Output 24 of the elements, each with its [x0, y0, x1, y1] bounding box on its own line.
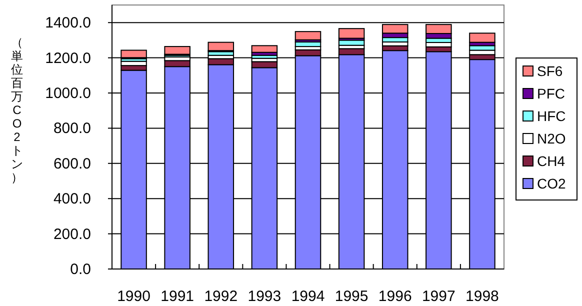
- y-tick-label: 200.0: [53, 226, 91, 243]
- x-tick-label: 1995: [334, 288, 368, 305]
- x-tick-label: 1994: [291, 288, 325, 305]
- legend-label: CH4: [537, 153, 566, 169]
- y-tick-label: 1200.0: [45, 50, 91, 67]
- y-tick-label: 800.0: [53, 120, 91, 138]
- x-tick-label: 1997: [422, 288, 456, 305]
- y-tick-label: 1400.0: [45, 14, 91, 32]
- x-tick-label: 1990: [117, 288, 150, 305]
- y-tick-label: 400.0: [53, 190, 91, 208]
- y-tick-label: 0.0: [70, 261, 91, 278]
- x-tick-label: 1993: [248, 288, 282, 305]
- y-tick-label: 600.0: [53, 155, 91, 172]
- x-tick-label: 1996: [378, 288, 412, 305]
- legend-label: HFC: [537, 108, 566, 124]
- legend-label: SF6: [537, 63, 563, 79]
- legend-label: CO2: [537, 176, 566, 192]
- x-tick-label: 1998: [466, 288, 499, 305]
- legend-label: N2O: [537, 130, 566, 146]
- x-tick-label: 1991: [160, 288, 194, 305]
- text: （単位百万CO2トン）: [11, 36, 23, 184]
- legend-label: PFC: [537, 86, 565, 102]
- x-tick-label: 1992: [204, 288, 238, 305]
- y-tick-label: 1000.0: [45, 85, 91, 102]
